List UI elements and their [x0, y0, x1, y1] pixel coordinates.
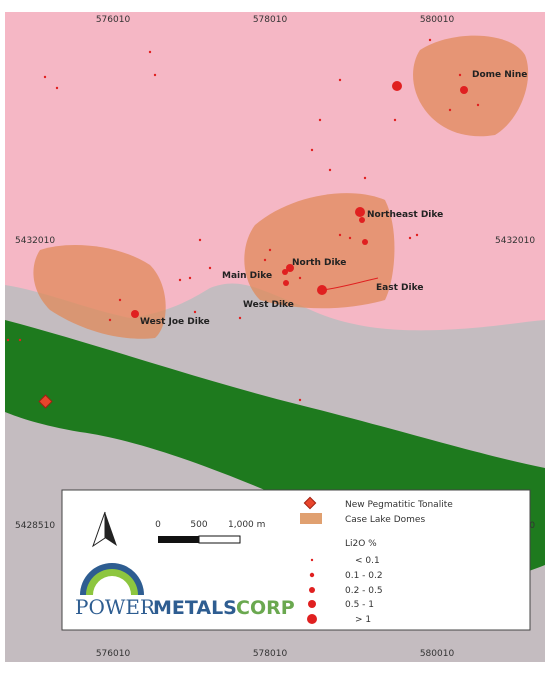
sample	[460, 86, 468, 94]
tonalite-marker	[38, 394, 53, 409]
legend-text: New Pegmatitic Tonalite	[345, 500, 453, 510]
sample	[282, 269, 288, 275]
sample	[286, 264, 294, 272]
label: North Dike	[292, 258, 346, 268]
grid-label: 576010	[96, 649, 131, 659]
sample	[359, 217, 365, 223]
legend-text: > 1	[355, 615, 371, 625]
sample	[43, 75, 47, 79]
sample	[448, 108, 452, 112]
sample	[392, 81, 402, 91]
legend-text: < 0.1	[355, 556, 380, 566]
legend-dot	[307, 614, 317, 624]
grid-label: 576010	[96, 15, 131, 25]
sample	[18, 338, 22, 342]
scale-bar	[198, 535, 241, 544]
grid-label: 578010	[253, 649, 288, 659]
sample	[178, 278, 182, 282]
grid-label: 5428510	[15, 521, 55, 531]
dome	[413, 35, 529, 137]
sample	[263, 258, 267, 262]
sample	[198, 238, 202, 242]
scale-bar	[158, 536, 199, 543]
legend-dot	[308, 600, 316, 608]
grid-label: 5432010	[495, 236, 535, 246]
logo-text: POWER	[75, 595, 156, 619]
label: Main Dike	[222, 271, 272, 281]
sample	[355, 207, 365, 217]
sample	[348, 236, 352, 240]
legend-dot	[309, 587, 315, 593]
sample	[338, 233, 342, 237]
sample	[108, 318, 112, 322]
logo-text: METALS	[153, 597, 237, 619]
sample	[458, 73, 462, 77]
sample	[338, 78, 342, 82]
sample	[118, 298, 122, 302]
grid-label: 580010	[420, 15, 455, 25]
sample	[208, 266, 212, 270]
sample	[328, 168, 332, 172]
sample	[310, 148, 314, 152]
legend-text: 0.2 - 0.5	[345, 586, 383, 596]
logo-text: CORP	[236, 597, 295, 619]
legend-box	[61, 489, 531, 631]
label: East Dike	[376, 283, 423, 293]
legend-text: 0.5 - 1	[345, 600, 374, 610]
sample	[476, 103, 480, 107]
sample	[55, 86, 59, 90]
sample	[131, 310, 139, 318]
legend-swatch	[303, 496, 317, 510]
label: West Dike	[243, 300, 294, 310]
grid-label: 578010	[253, 15, 288, 25]
label: West Joe Dike	[140, 317, 210, 327]
sample	[318, 118, 322, 122]
sample	[283, 280, 289, 286]
grid-label: 5432010	[15, 236, 55, 246]
legend-dot	[310, 558, 314, 562]
dike-trace	[321, 277, 379, 291]
legend-text: 0.1 - 0.2	[345, 571, 383, 581]
sample	[148, 50, 152, 54]
label: Dome Nine	[472, 70, 527, 80]
scale-label: 1,000 m	[228, 520, 265, 530]
sample	[363, 176, 367, 180]
north-arrow	[105, 512, 117, 546]
legend-swatch	[300, 513, 322, 524]
scale-label: 0	[155, 520, 161, 530]
logo-fan	[80, 563, 144, 595]
dome	[244, 193, 395, 309]
sample	[238, 316, 242, 320]
sample	[408, 236, 412, 240]
legend-dot	[309, 572, 315, 578]
sample	[193, 310, 197, 314]
legend: 0 500 1,000 m New Pegmatitic Tonalite Ca…	[61, 489, 531, 631]
samples	[6, 38, 480, 402]
scale-label: 500	[190, 520, 207, 530]
sample	[188, 276, 192, 280]
sample	[298, 398, 302, 402]
label: Northeast Dike	[367, 210, 443, 220]
sample	[415, 233, 419, 237]
sample	[393, 118, 397, 122]
legend-title: Li2O %	[345, 539, 377, 549]
sample	[428, 38, 432, 42]
sample	[268, 248, 272, 252]
grid-label: 580010	[420, 649, 455, 659]
legend-text: Case Lake Domes	[345, 515, 425, 525]
sample	[6, 338, 10, 342]
sample	[362, 239, 368, 245]
sample	[153, 73, 157, 77]
sample	[298, 276, 302, 280]
